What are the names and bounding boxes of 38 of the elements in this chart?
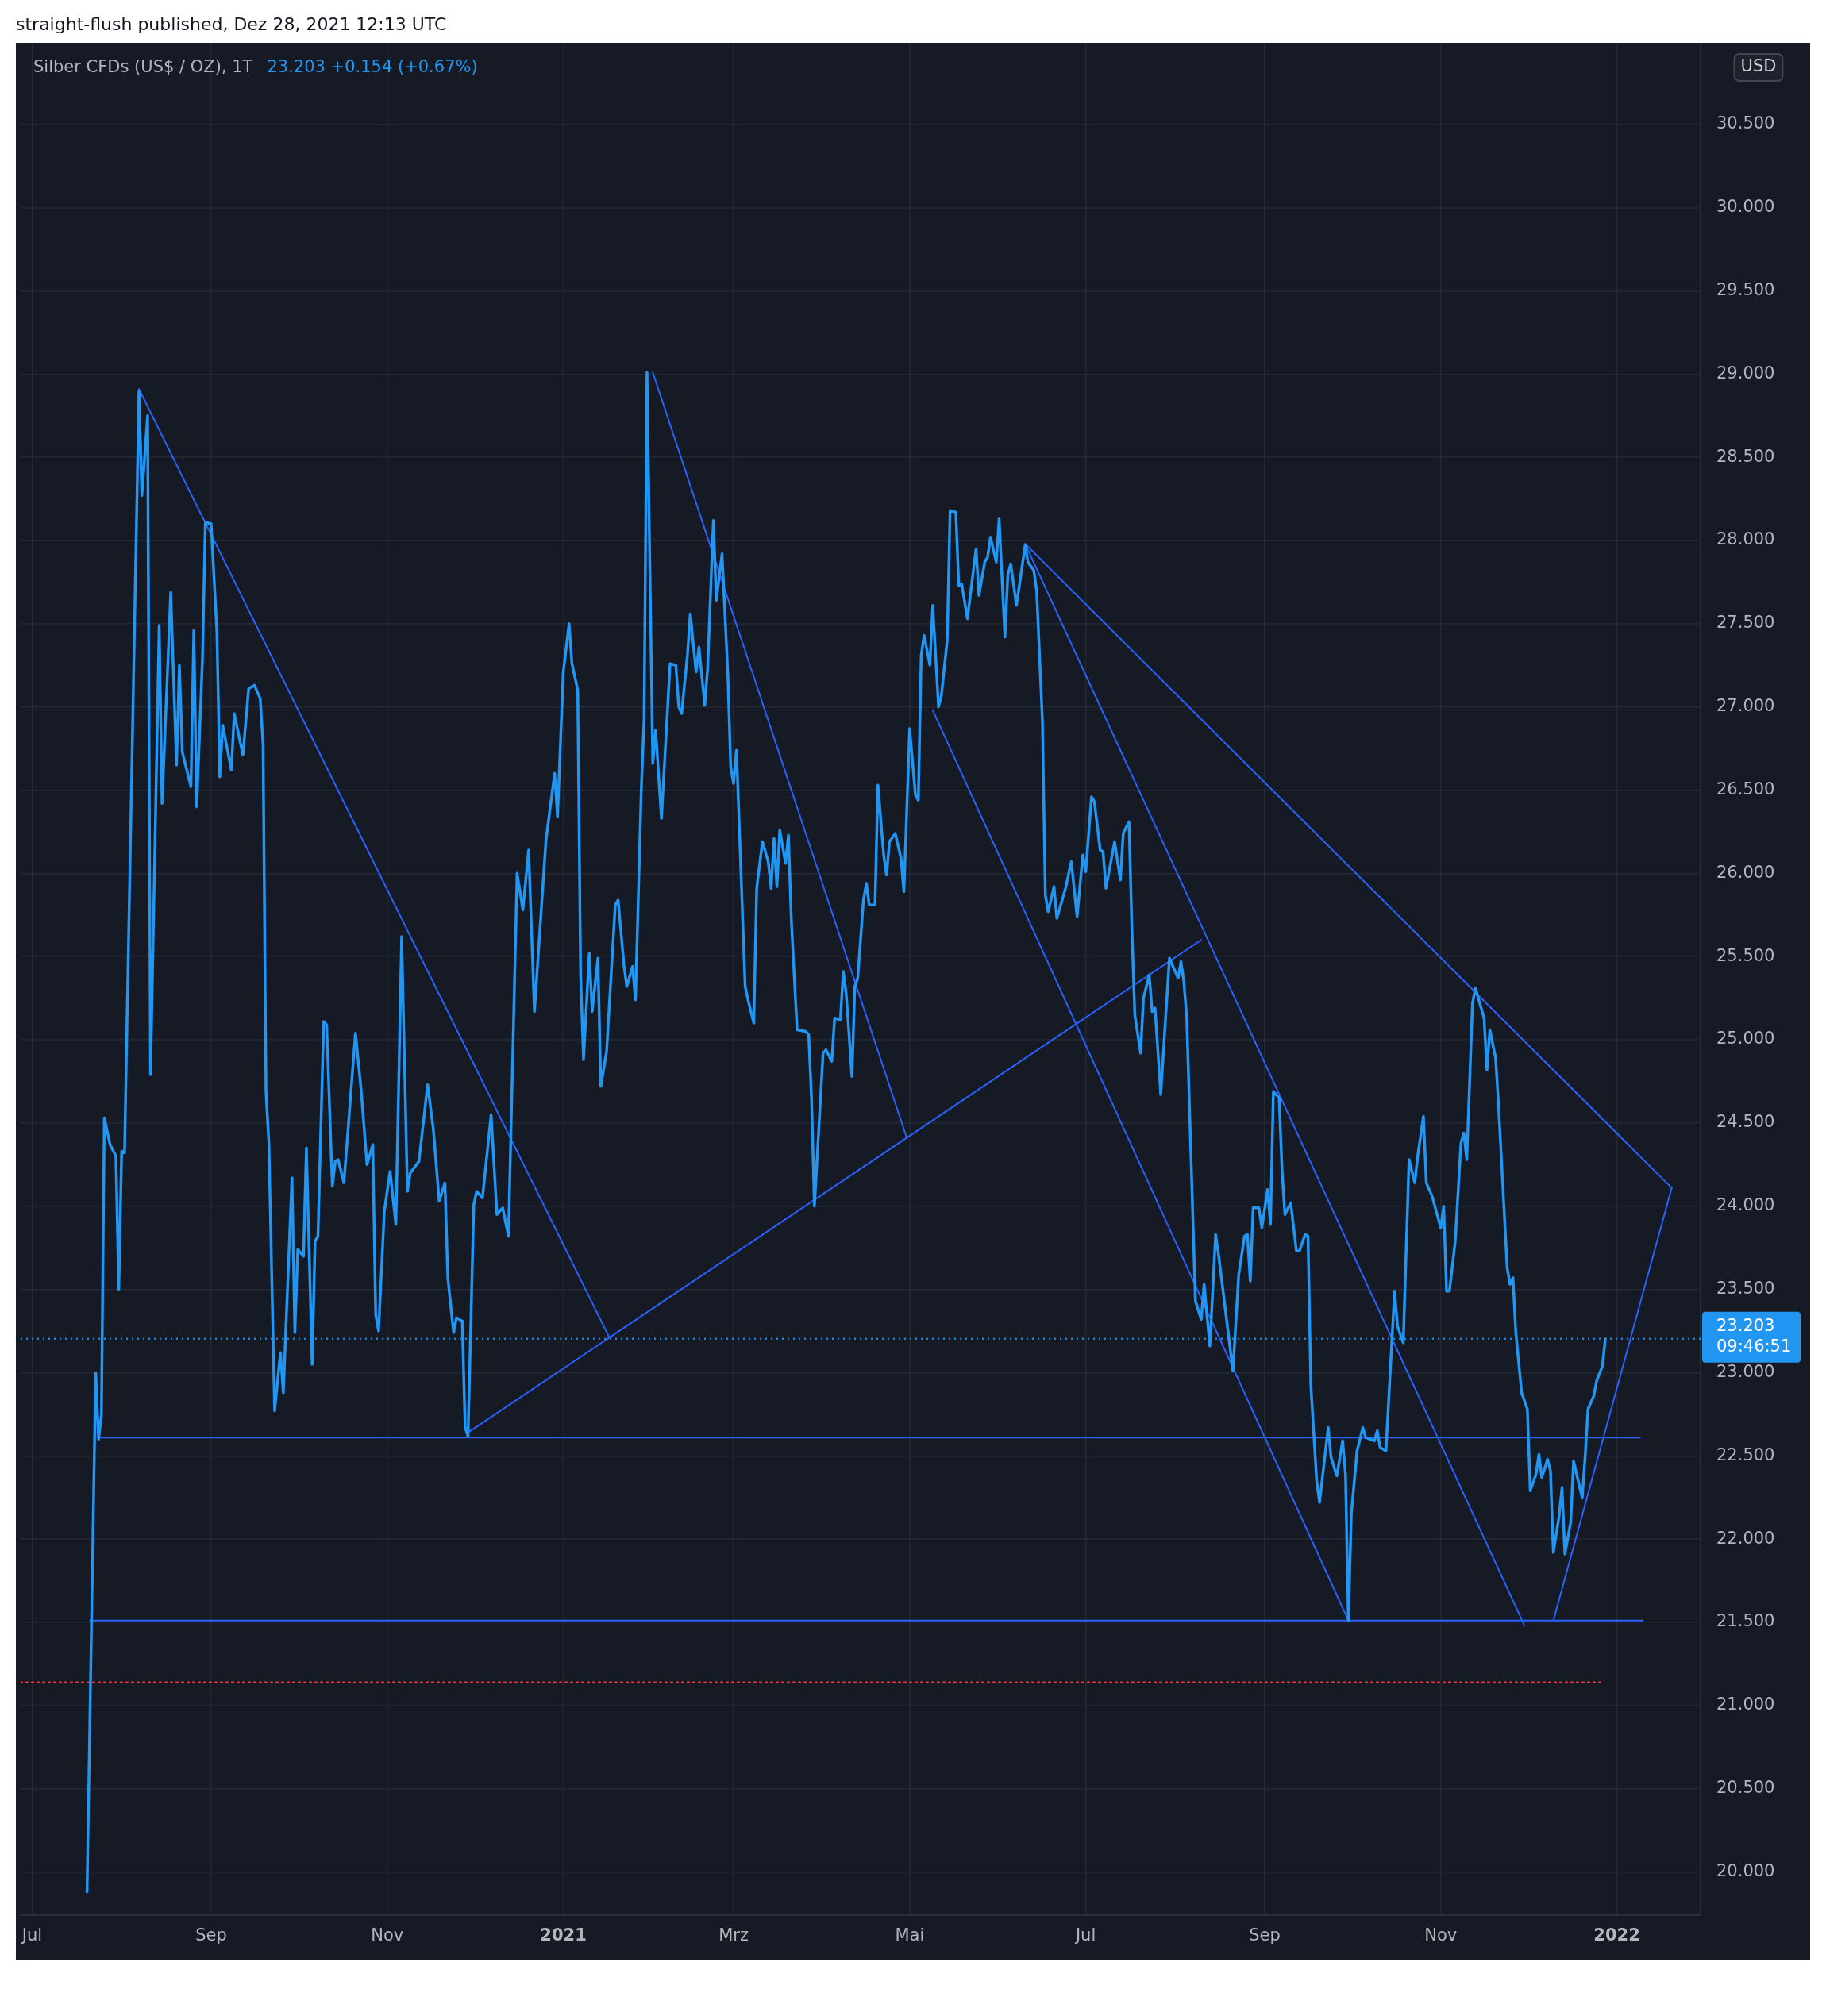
y-axis-title: USD — [1740, 56, 1777, 76]
text: 23.203 +0.154 (+0.67%) — [267, 57, 478, 77]
y-tick-label: 28.500 — [1716, 446, 1775, 466]
text: straight-flush published, Dez 28, 2021 12:13 UTC — [15, 13, 448, 36]
y-tick-label: 30.000 — [1716, 197, 1775, 217]
x-tick-label: Sep — [195, 1926, 227, 1945]
ref-line-label: 23.203 — [1716, 1316, 1775, 1336]
x-tick-label: 2021 — [540, 1926, 587, 1945]
x-tick-label: Jul — [1073, 1926, 1096, 1945]
y-tick-label: 22.000 — [1716, 1528, 1775, 1548]
text: 09:46:51 — [1716, 1337, 1792, 1356]
y-tick-label: 28.000 — [1716, 529, 1775, 549]
y-tick-label: 27.500 — [1716, 613, 1775, 633]
y-tick-label: 30.500 — [1716, 113, 1775, 133]
y-tick-label: 20.500 — [1716, 1778, 1775, 1798]
x-tick-label: Jul — [20, 1926, 43, 1945]
x-tick-label: Mai — [895, 1926, 925, 1945]
y-tick-label: 27.000 — [1716, 696, 1775, 716]
y-tick-label: 20.000 — [1716, 1860, 1775, 1880]
y-tick-label: 24.500 — [1716, 1112, 1775, 1132]
y-tick-label: 23.500 — [1716, 1279, 1775, 1298]
y-tick-label: 29.500 — [1716, 279, 1775, 299]
y-tick-label: 26.000 — [1716, 862, 1775, 882]
x-tick-label: Sep — [1249, 1926, 1281, 1945]
y-tick-label: 23.000 — [1716, 1361, 1775, 1381]
text: Silber CFDs (US$ / OZ), 1T — [33, 57, 253, 77]
x-tick-label: Nov — [1424, 1926, 1458, 1945]
x-tick-label: Mrz — [718, 1926, 749, 1945]
y-tick-label: 21.500 — [1716, 1611, 1775, 1631]
y-tick-label: 25.500 — [1716, 945, 1775, 965]
y-tick-label: 25.000 — [1716, 1029, 1775, 1048]
y-tick-label: 22.500 — [1716, 1445, 1775, 1464]
y-tick-label: 24.000 — [1716, 1195, 1775, 1215]
x-tick-label: Nov — [371, 1926, 404, 1945]
y-tick-label: 29.000 — [1716, 363, 1775, 383]
x-tick-label: 2022 — [1593, 1926, 1640, 1945]
y-tick-label: 21.000 — [1716, 1695, 1775, 1714]
y-tick-label: 26.500 — [1716, 779, 1775, 798]
